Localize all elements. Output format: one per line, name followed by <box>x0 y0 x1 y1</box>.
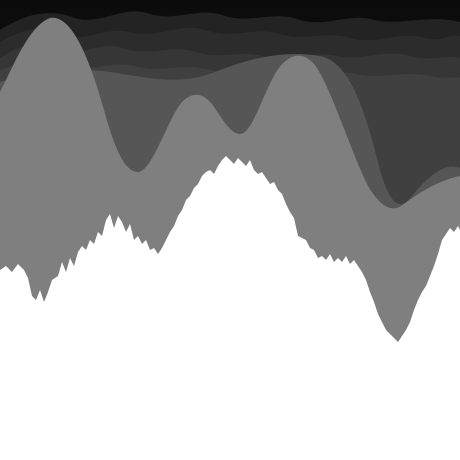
foreground-hill <box>0 156 460 460</box>
